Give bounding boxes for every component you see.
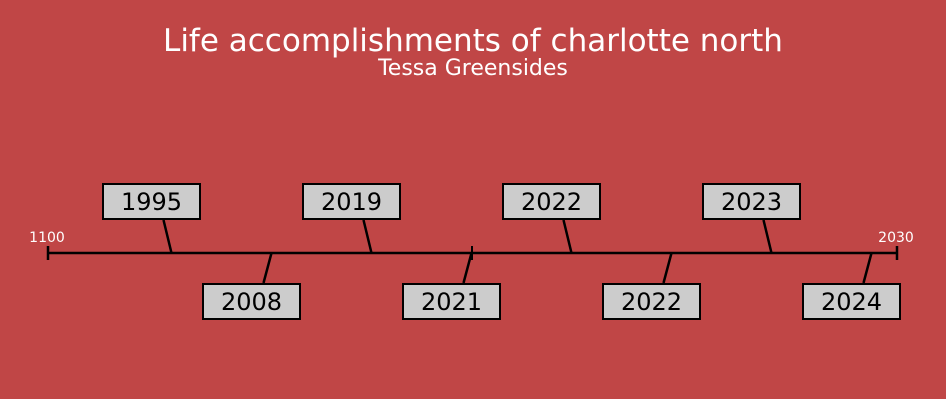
event-connector — [462, 252, 473, 284]
event-connector — [362, 219, 373, 254]
page-title: Life accomplishments of charlotte north — [163, 23, 783, 59]
event-connector — [862, 252, 873, 284]
event-connector — [662, 252, 673, 284]
event-box: 2021 — [402, 283, 501, 320]
event-box: 2008 — [202, 283, 301, 320]
timeline-end-label: 2030 — [878, 230, 914, 246]
event-connector — [262, 252, 273, 284]
event-box: 1995 — [102, 183, 201, 220]
event-box: 2023 — [702, 183, 801, 220]
timeline-start-label: 1100 — [29, 230, 65, 246]
event-box: 2022 — [502, 183, 601, 220]
event-box: 2024 — [802, 283, 901, 320]
event-connector — [162, 219, 173, 254]
page-subtitle: Tessa Greensides — [378, 56, 568, 81]
event-box: 2022 — [602, 283, 701, 320]
event-box: 2019 — [302, 183, 401, 220]
event-connector — [562, 219, 573, 254]
event-connector — [762, 219, 773, 254]
